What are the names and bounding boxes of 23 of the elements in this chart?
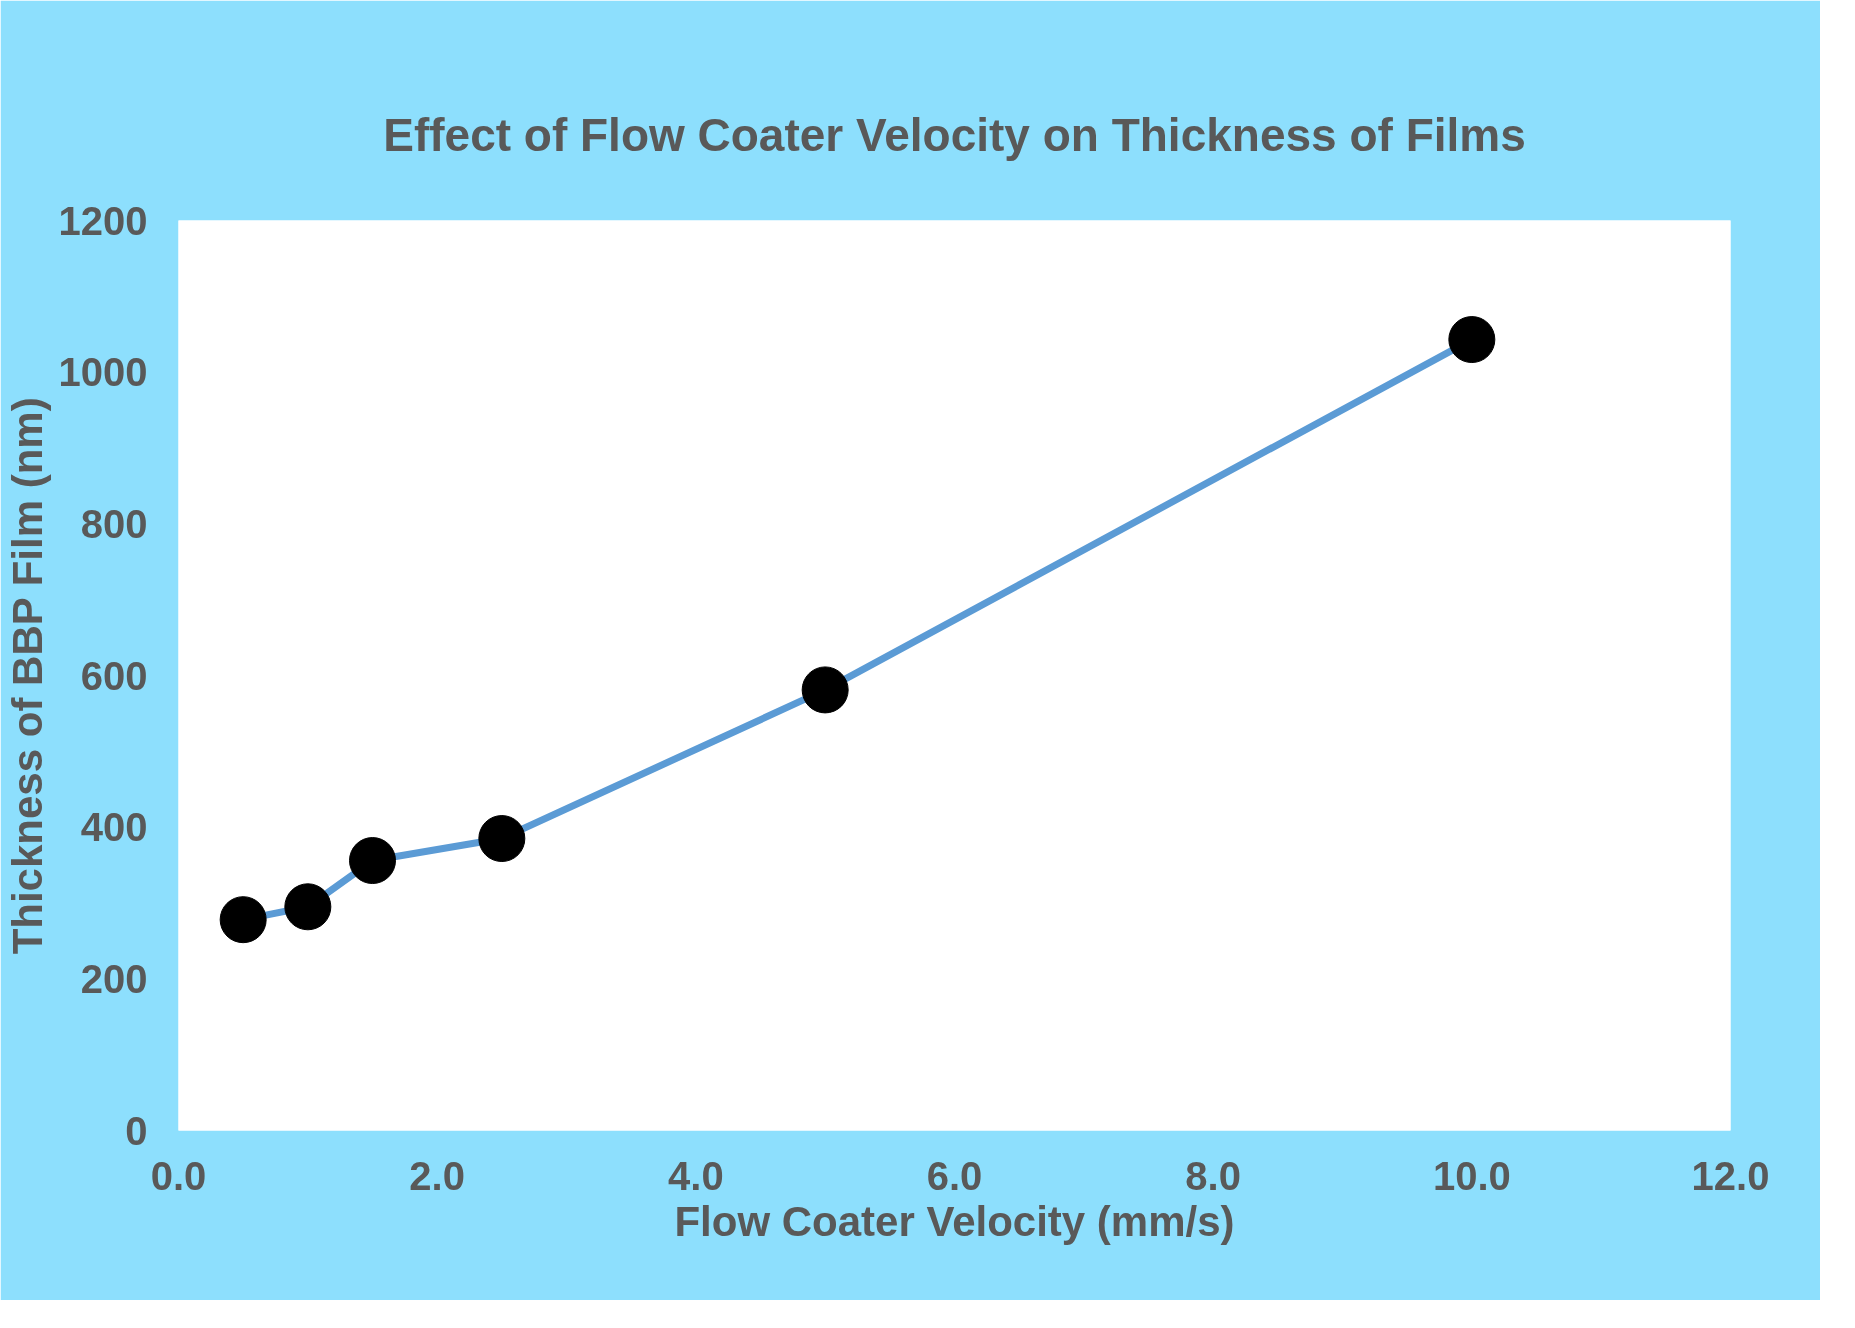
x-tick-label: 4.0 — [668, 1153, 724, 1198]
y-tick-label: 600 — [80, 653, 148, 698]
y-tick-label: 1000 — [58, 350, 148, 395]
point — [478, 815, 526, 862]
y-axis-title: Thickness of BBP Film (nm) — [3, 397, 51, 955]
point — [801, 666, 849, 714]
x-tick-label: 2.0 — [409, 1153, 465, 1198]
point — [1448, 316, 1496, 364]
y-tick-label: 800 — [80, 501, 148, 546]
point — [349, 837, 396, 884]
x-axis-title: Flow Coater Velocity (mm/s) — [674, 1197, 1235, 1245]
y-tick-label: 0 — [125, 1108, 148, 1153]
chart-title: Effect of Flow Coater Velocity on Thickness of Films — [383, 108, 1526, 161]
x-tick-label: 6.0 — [926, 1153, 983, 1198]
point — [219, 896, 267, 944]
y-tick-label: 1200 — [58, 198, 148, 243]
point — [284, 883, 332, 931]
y-tick-label: 400 — [80, 805, 148, 850]
x-tick-label: 10.0 — [1432, 1153, 1511, 1198]
x-tick-label: 0.0 — [150, 1153, 207, 1198]
x-tick-label: 8.0 — [1185, 1153, 1241, 1198]
x-tick-label: 12.0 — [1691, 1153, 1770, 1198]
y-tick-label: 200 — [80, 956, 148, 1001]
